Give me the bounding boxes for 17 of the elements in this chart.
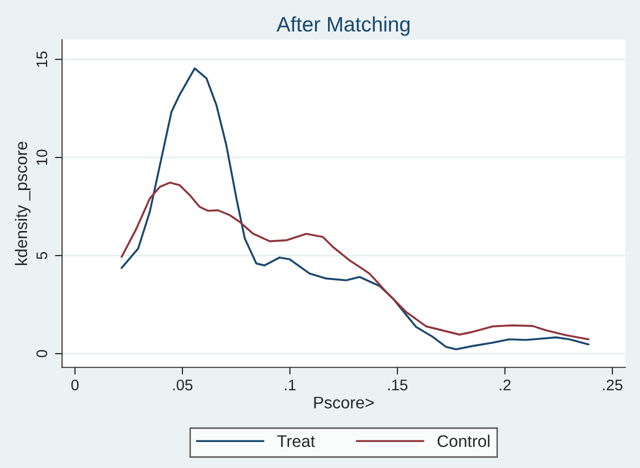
x-tick-label: .05 [173, 380, 192, 390]
x-tick-label: .25 [603, 380, 622, 390]
legend-label: Treat [277, 435, 315, 448]
y-tick-label: 15 [36, 52, 48, 67]
line-series [120, 182, 590, 340]
legend-label: Control [438, 434, 490, 448]
line-series [120, 67, 590, 350]
x-tick-label: .2 [500, 380, 511, 390]
x-tick-label: .1 [284, 380, 296, 390]
y-axis-title: kdensity _pscore [14, 142, 30, 265]
y-tick-label: 5 [36, 252, 48, 260]
y-tick-label: 0 [36, 350, 48, 358]
x-tick-label: .15 [388, 380, 408, 390]
y-tick-label: 10 [36, 150, 48, 165]
x-axis-title: Pscore> [314, 396, 374, 408]
x-tick-label: 0 [71, 380, 79, 390]
chart-title: After Matching [276, 16, 410, 36]
